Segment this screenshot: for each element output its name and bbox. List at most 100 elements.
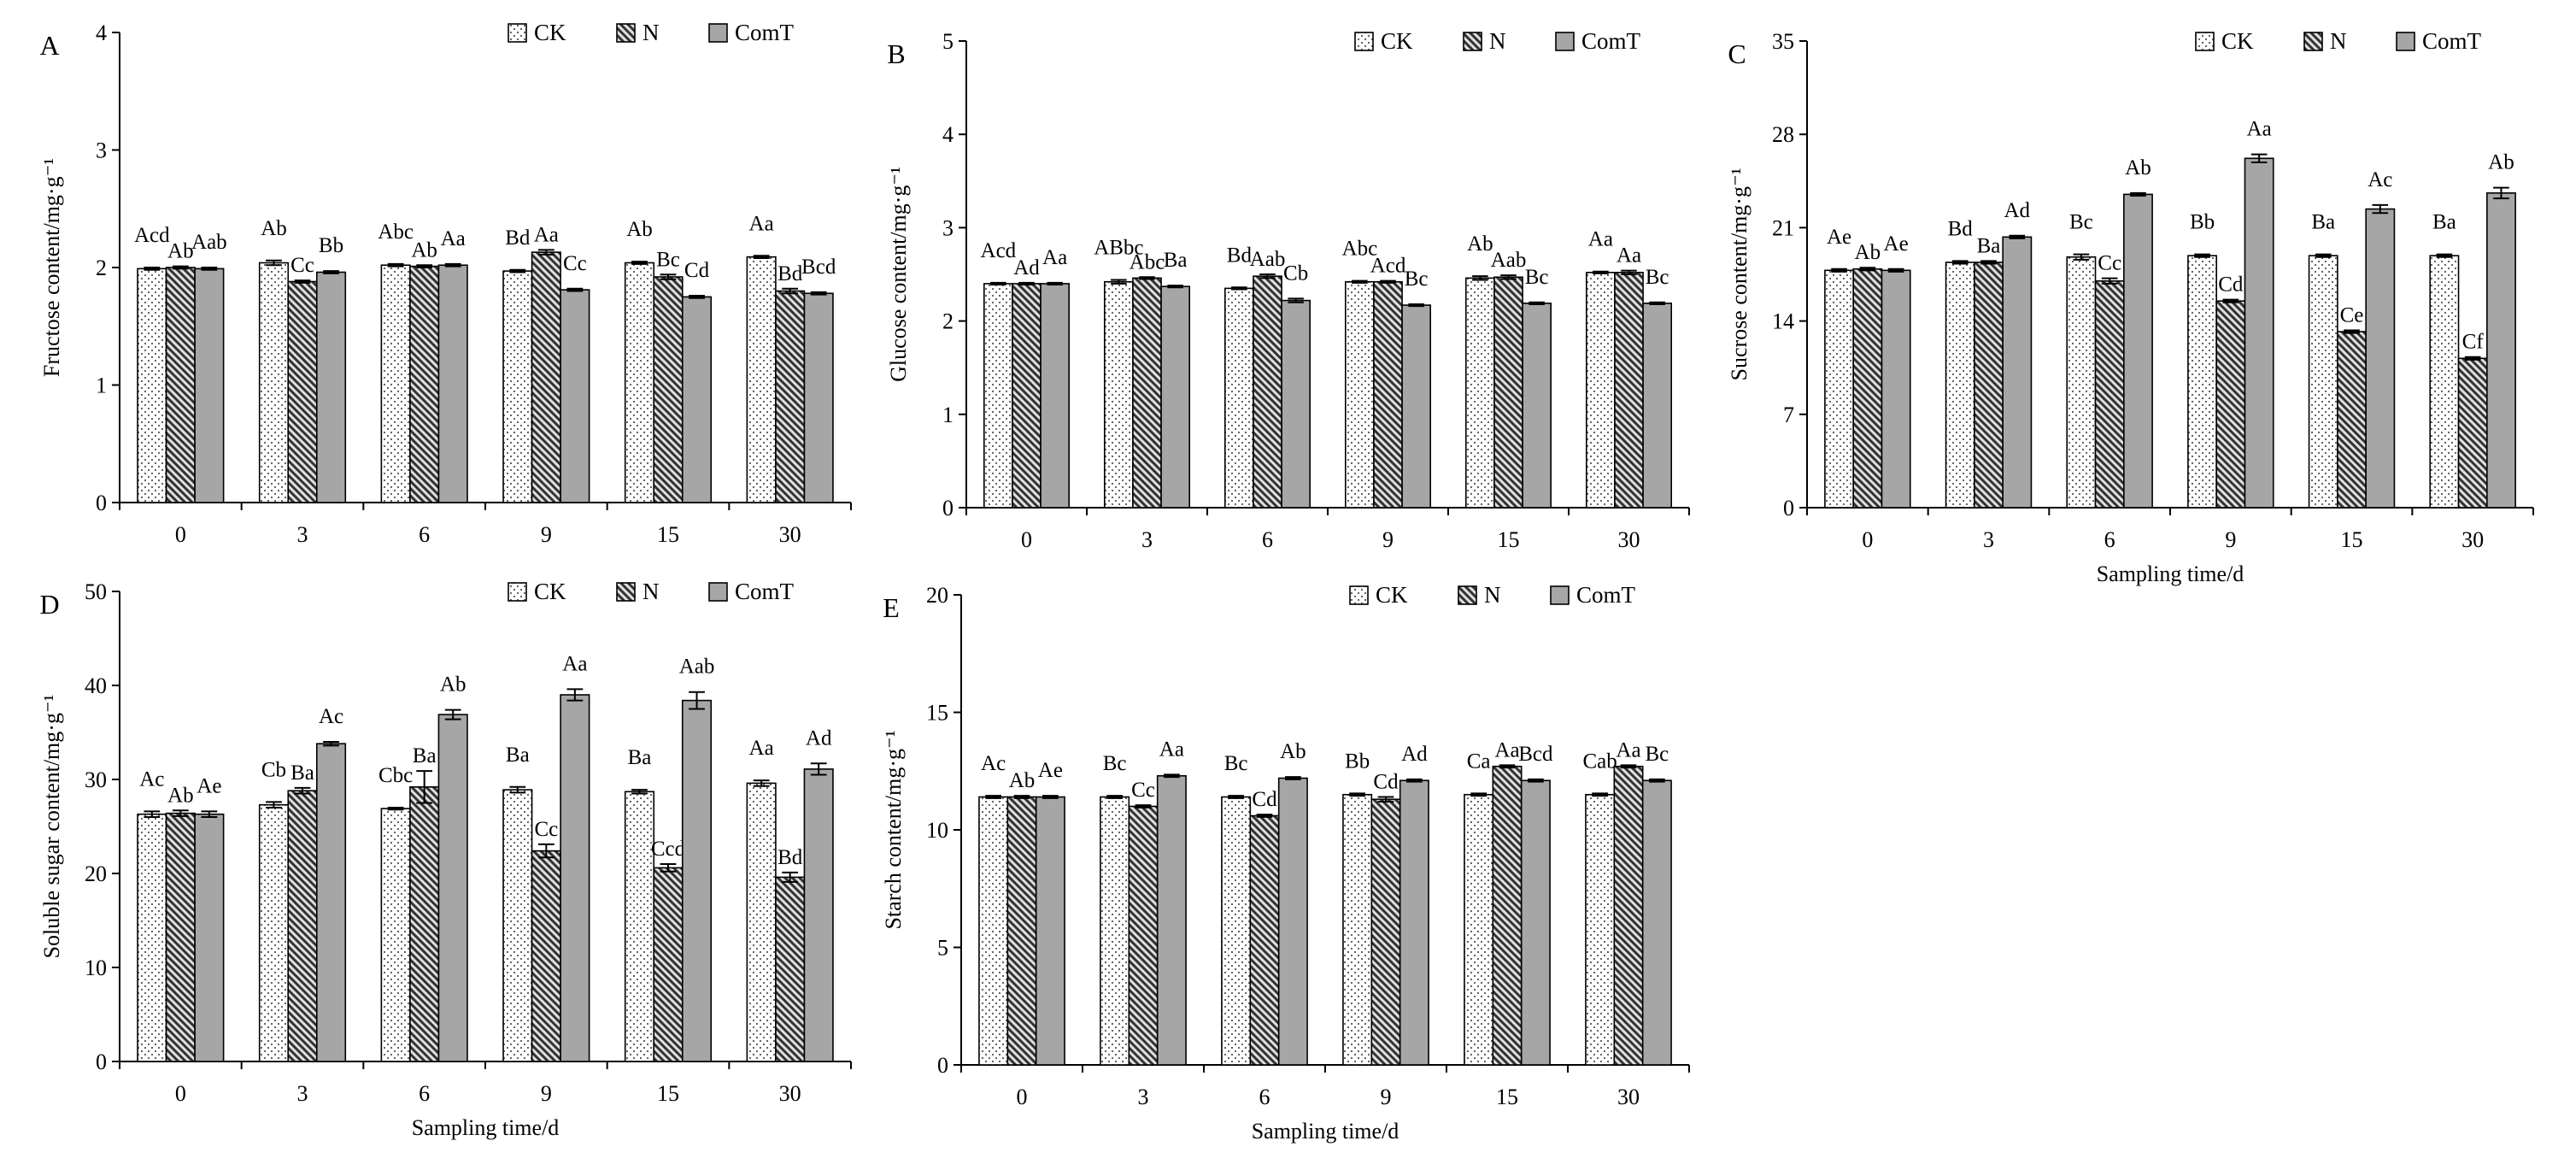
legend-label-E-N: N	[1484, 582, 1501, 608]
bar-E-N-day-0	[1006, 796, 1037, 1066]
significance-label-D-ComT-day-9: Aa	[562, 652, 587, 675]
error-bar-E-N-day-0	[1013, 795, 1030, 799]
significance-label-E-N-day-15: Aa	[1494, 738, 1519, 761]
significance-label-A-ComT-day-3: Bb	[319, 234, 343, 257]
legend-label-A-CK: CK	[534, 20, 566, 45]
error-bar-B-CK-day-9	[1352, 279, 1368, 284]
y-tick-label-E: 15	[926, 701, 948, 726]
bar-A-CK-day-30	[746, 256, 777, 503]
y-tick-label-E: 20	[926, 583, 948, 608]
legend-swatch-E-CK	[1349, 585, 1369, 605]
y-tick-label-D: 40	[85, 673, 107, 698]
panel-label-A: A	[39, 30, 59, 61]
bar-C-N-day-6	[2094, 279, 2125, 509]
significance-label-D-CK-day-0: Ac	[139, 767, 164, 791]
legend-swatch-A-ComT	[708, 23, 728, 43]
error-bar-C-ComT-day-9	[2250, 153, 2268, 163]
y-tick-label-A: 2	[96, 256, 107, 280]
error-bar-A-CK-day-6	[387, 262, 404, 268]
x-tick-label-B: 15	[1498, 527, 1520, 552]
error-bar-E-N-day-30	[1620, 764, 1637, 769]
significance-label-E-N-day-6: Cd	[1252, 788, 1277, 811]
legend-label-A-ComT: ComT	[735, 20, 795, 45]
bar-A-ComT-day-0	[194, 268, 225, 503]
significance-label-A-CK-day-0: Acd	[134, 224, 170, 247]
y-tick-label-B: 0	[942, 496, 954, 520]
significance-label-E-CK-day-3: Bc	[1103, 752, 1127, 775]
significance-label-D-N-day-9: Cc	[534, 818, 558, 841]
legend-swatch-C-ComT	[2396, 32, 2415, 51]
y-tick-label-C: 14	[1772, 309, 1794, 334]
significance-label-C-N-day-9: Cd	[2218, 273, 2244, 297]
significance-label-D-ComT-day-30: Ad	[806, 726, 832, 750]
significance-label-B-CK-day-3: ABbc	[1094, 237, 1143, 260]
legend-swatch-D-CK	[508, 582, 527, 602]
y-tick-label-A: 3	[96, 138, 107, 163]
bar-C-CK-day-9	[2187, 255, 2217, 509]
bar-C-ComT-day-0	[1881, 269, 1911, 509]
bar-B-CK-day-6	[1223, 287, 1254, 509]
significance-label-A-CK-day-30: Aa	[749, 212, 774, 235]
bar-E-ComT-day-3	[1156, 774, 1187, 1066]
error-bar-A-ComT-day-15	[689, 295, 705, 299]
x-tick-label-C: 9	[2225, 527, 2236, 552]
significance-label-E-CK-day-30: Cab	[1582, 750, 1617, 773]
y-tick-label-D: 10	[85, 956, 107, 980]
bar-E-N-day-6	[1249, 814, 1280, 1066]
error-bar-D-ComT-day-6	[444, 709, 461, 720]
significance-label-B-ComT-day-9: Bc	[1405, 268, 1429, 291]
error-bar-C-CK-day-6	[2073, 253, 2090, 261]
y-axis-title-A: Fructose content/mg·g⁻¹	[39, 158, 64, 377]
x-axis-title-E: Sampling time/d	[1252, 1119, 1399, 1144]
error-bar-A-N-day-15	[660, 273, 677, 280]
significance-label-D-N-day-0: Ab	[167, 784, 194, 807]
error-bar-E-ComT-day-3	[1164, 773, 1180, 779]
significance-label-B-ComT-day-15: Bc	[1525, 266, 1549, 289]
y-axis-title-B: Glucose content/mg·g⁻¹	[886, 167, 911, 382]
error-bar-D-ComT-day-15	[689, 691, 705, 710]
legend-swatch-A-N	[616, 23, 636, 43]
significance-label-C-ComT-day-15: Ac	[2368, 168, 2392, 191]
y-tick-label-E: 0	[937, 1053, 948, 1078]
significance-label-B-N-day-15: Aab	[1491, 249, 1527, 272]
bar-E-N-day-3	[1128, 805, 1159, 1066]
bar-A-CK-day-15	[624, 262, 655, 503]
significance-label-B-N-day-0: Ad	[1013, 256, 1040, 279]
significance-label-C-N-day-0: Ab	[1855, 241, 1881, 264]
error-bar-C-ComT-day-6	[2130, 191, 2146, 197]
significance-label-B-ComT-day-3: Ba	[1164, 249, 1188, 272]
bar-A-N-day-15	[653, 276, 684, 503]
bar-B-ComT-day-6	[1281, 299, 1311, 509]
significance-label-A-CK-day-15: Ab	[626, 218, 653, 241]
error-bar-E-N-day-15	[1499, 764, 1516, 769]
error-bar-D-ComT-day-30	[810, 762, 827, 776]
bar-E-ComT-day-30	[1641, 779, 1672, 1066]
bar-D-CK-day-6	[380, 808, 411, 1062]
error-bar-B-ComT-day-9	[1408, 303, 1424, 308]
bar-D-CK-day-30	[746, 782, 777, 1062]
bar-A-ComT-day-30	[803, 292, 834, 503]
y-tick-label-E: 5	[937, 936, 948, 961]
error-bar-B-N-day-30	[1621, 269, 1637, 275]
error-bar-C-ComT-day-15	[2372, 203, 2389, 215]
error-bar-B-ComT-day-0	[1047, 281, 1063, 286]
y-tick-label-D: 20	[85, 861, 107, 886]
error-bar-B-CK-day-15	[1472, 275, 1488, 281]
bar-A-N-day-0	[165, 267, 196, 503]
significance-label-C-ComT-day-30: Ab	[2488, 151, 2514, 174]
legend-swatch-D-ComT	[708, 582, 728, 602]
significance-label-C-CK-day-3: Bd	[1948, 217, 1974, 240]
bar-B-ComT-day-3	[1160, 285, 1191, 509]
bar-A-ComT-day-3	[315, 271, 347, 503]
bar-D-ComT-day-30	[803, 768, 834, 1062]
bar-A-CK-day-3	[258, 262, 290, 503]
legend-swatch-B-ComT	[1555, 32, 1575, 51]
error-bar-A-ComT-day-6	[444, 262, 461, 268]
significance-label-C-CK-day-15: Ba	[2311, 211, 2335, 234]
significance-label-B-N-day-3: Abc	[1130, 250, 1165, 273]
x-tick-label-B: 6	[1262, 527, 1273, 552]
bar-B-N-day-0	[1012, 283, 1042, 509]
significance-label-D-N-day-15: Ccd	[651, 838, 686, 861]
error-bar-A-CK-day-3	[266, 259, 282, 267]
